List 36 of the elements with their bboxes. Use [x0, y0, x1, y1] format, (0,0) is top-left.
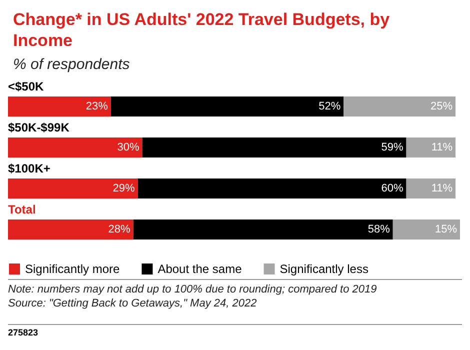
bar	[142, 138, 406, 158]
data-label: 15%	[434, 224, 458, 236]
legend-label: Significantly less	[280, 262, 368, 276]
bar	[110, 96, 344, 116]
bar	[344, 96, 456, 116]
bar	[8, 138, 142, 158]
y-tick-label: $100K+	[8, 162, 50, 176]
data-label: 59%	[381, 142, 404, 154]
data-label: 25%	[430, 100, 453, 112]
data-label: 29%	[112, 182, 135, 194]
bar	[133, 220, 393, 240]
data-label: 23%	[86, 100, 108, 112]
text: Note: numbers may not add up to 100% due to rounding; compared to 2019	[8, 284, 377, 296]
chart-subtitle: % of respondents	[13, 56, 130, 73]
data-label: 28%	[108, 224, 131, 236]
bar	[406, 138, 456, 158]
data-label: 11%	[431, 182, 453, 194]
data-label: 60%	[381, 182, 404, 194]
text: 275823	[8, 328, 38, 338]
y-tick-label: Total	[8, 202, 36, 216]
y-tick-label: $50K-$99K	[8, 120, 70, 134]
bar	[406, 178, 456, 198]
bar	[8, 96, 111, 116]
source-note: Source: "Getting Back to Getaways," May 24, 2022	[8, 298, 257, 310]
chart-title: Change* in US Adults' 2022 Travel Budgets, by Income	[13, 10, 394, 50]
legend-label: About the same	[158, 262, 242, 276]
y-tick-label: <$50K	[8, 80, 44, 94]
data-label: 52%	[318, 100, 341, 112]
bar	[8, 220, 134, 240]
bar	[138, 178, 406, 198]
bar	[8, 178, 138, 198]
data-label: 58%	[368, 224, 390, 236]
legend-label: Significantly more	[25, 262, 120, 276]
bar	[392, 220, 460, 240]
data-label: 30%	[117, 142, 140, 154]
data-label: 11%	[431, 142, 453, 154]
